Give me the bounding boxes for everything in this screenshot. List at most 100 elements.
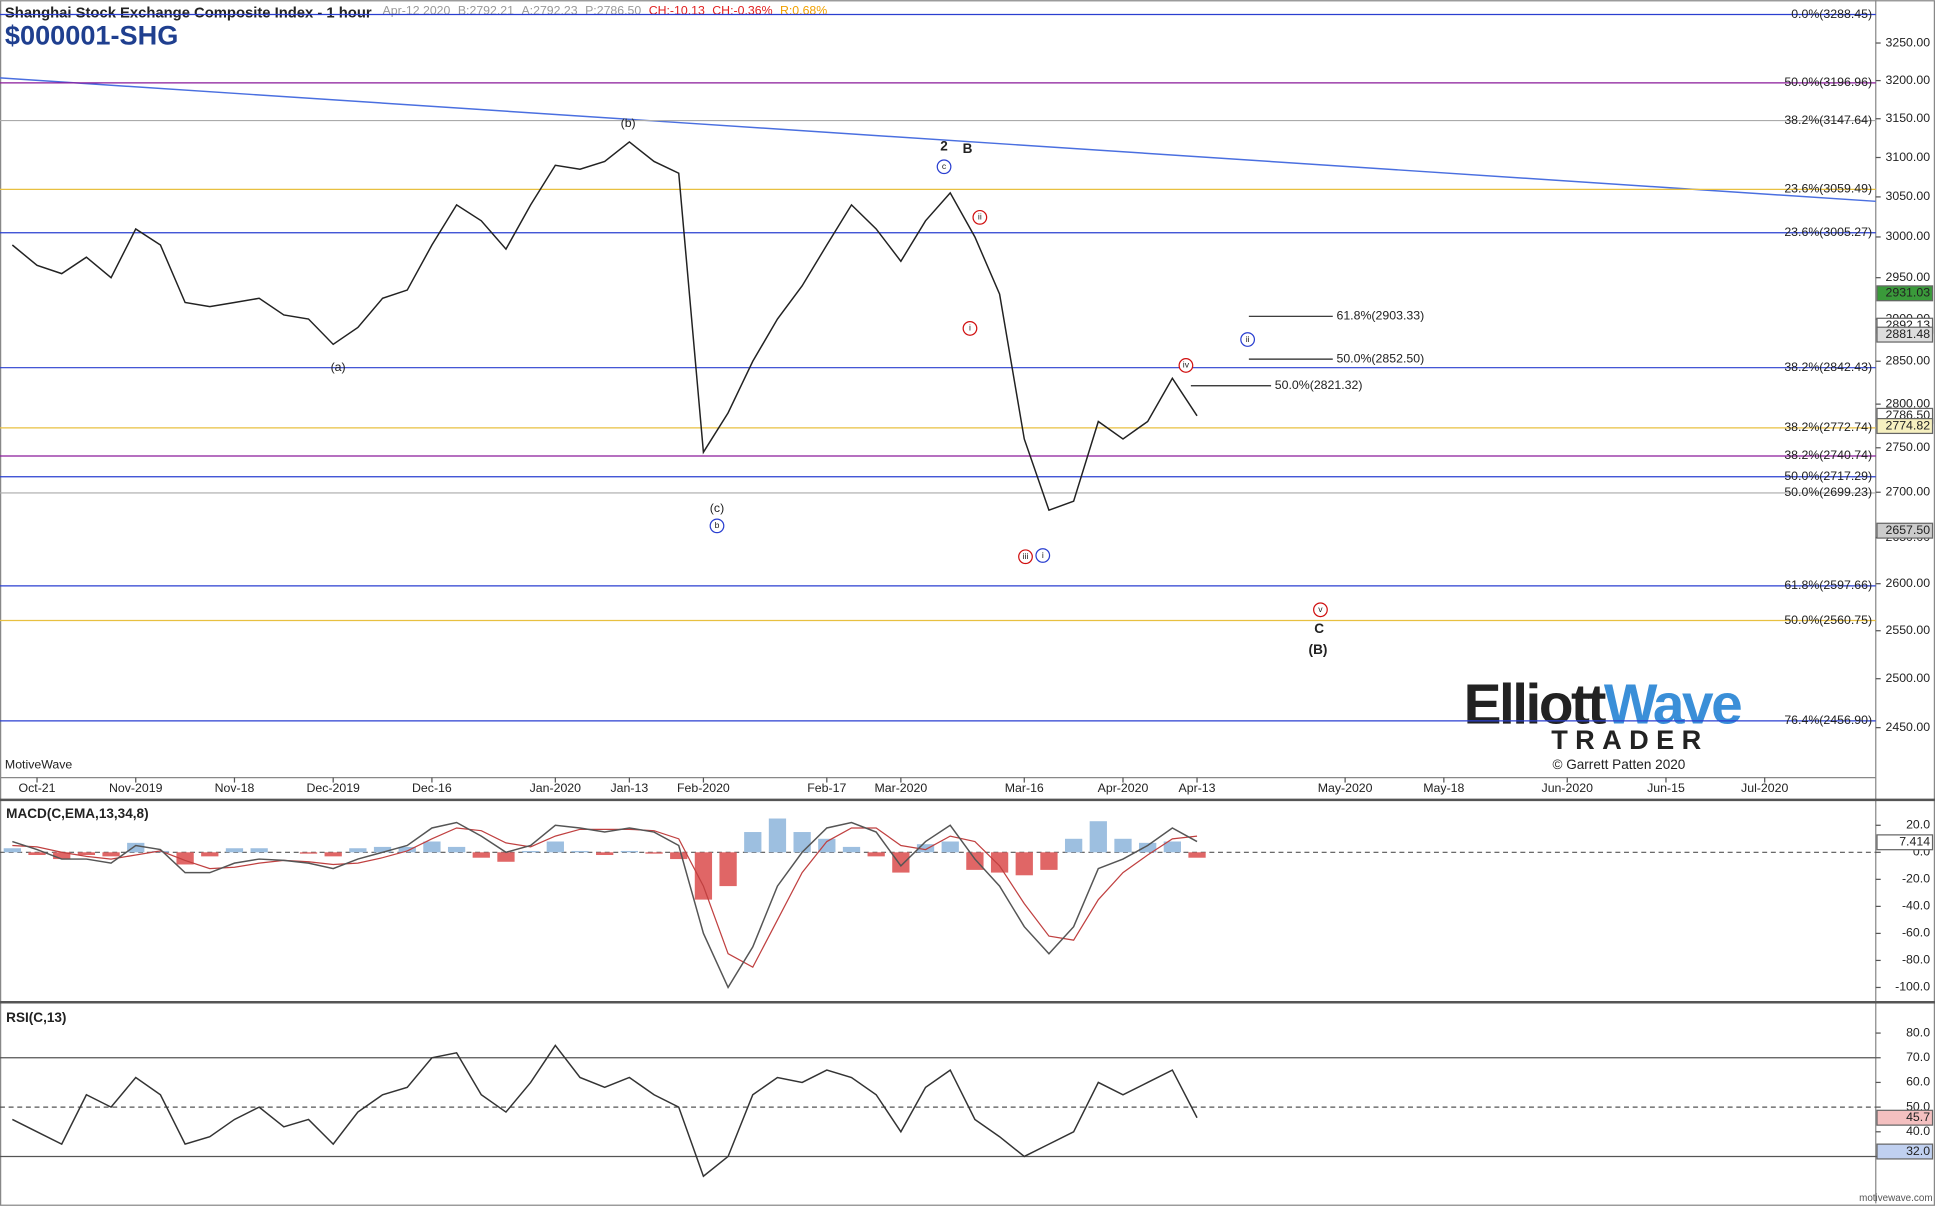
- histogram-bar: [151, 850, 170, 853]
- wave-circle: [1313, 602, 1328, 618]
- series-line: [12, 1044, 1198, 1178]
- histogram-bar: [1015, 852, 1033, 876]
- fib-label: 50.0%(2717.29): [1784, 469, 1872, 483]
- y-tick-label: 2800.00: [1885, 396, 1930, 410]
- price-marker-label: 32.0: [1906, 1144, 1930, 1158]
- price-marker-label: 2931.03: [1885, 286, 1930, 300]
- wave-circle: [936, 159, 952, 175]
- histogram-bar: [694, 852, 713, 900]
- price-marker-label: 2657.50: [1885, 523, 1930, 537]
- x-tick-label: Dec-2019: [306, 781, 360, 795]
- y-tick-label: 2750.00: [1885, 440, 1930, 454]
- fib-label: 76.4%(2456.90): [1784, 713, 1872, 727]
- fib-label: 50.0%(3196.96): [1784, 75, 1872, 89]
- y-tick-label: 3050.00: [1885, 189, 1930, 203]
- y-tick-label: 2950.00: [1885, 270, 1930, 284]
- y-tick-label: -80.0: [1902, 953, 1930, 967]
- wave-circle: [1240, 332, 1256, 347]
- x-tick-label: Jun-2020: [1542, 781, 1594, 795]
- histogram-bar: [1188, 852, 1206, 858]
- logo-word: Wave: [1604, 674, 1741, 737]
- projection-label: 50.0%(2821.32): [1275, 378, 1363, 392]
- chart-title: Shanghai Stock Exchange Composite Index …: [5, 6, 372, 22]
- histogram-bar: [793, 832, 811, 853]
- fib-label: 38.2%(2842.43): [1784, 360, 1872, 374]
- histogram-bar: [571, 850, 589, 853]
- wave-label: (b): [621, 116, 636, 130]
- price-marker-label: 2881.48: [1885, 327, 1930, 341]
- y-tick-label: 3100.00: [1885, 150, 1930, 164]
- y-tick-label: -20.0: [1902, 872, 1930, 886]
- histogram-bar: [497, 852, 515, 862]
- histogram-bar: [1040, 852, 1058, 870]
- histogram-bar: [53, 852, 71, 860]
- y-tick-label: 70.0: [1906, 1050, 1930, 1064]
- histogram-bar: [324, 852, 342, 857]
- x-tick-label: Nov-2019: [109, 781, 163, 795]
- x-tick-label: Nov-18: [215, 781, 255, 795]
- quote-field: CH:-0.36%: [712, 4, 772, 18]
- y-tick-label: 3150.00: [1885, 111, 1930, 125]
- projection-label: 50.0%(2852.50): [1336, 351, 1424, 365]
- wave-label: C: [1314, 621, 1324, 636]
- price-marker: [1876, 1143, 1934, 1160]
- logo-subtitle: TRADER: [1551, 724, 1708, 755]
- y-tick-label: 2700.00: [1885, 485, 1930, 499]
- fib-label: 23.6%(3005.27): [1784, 225, 1872, 239]
- histogram-bar: [645, 852, 663, 854]
- y-tick-label: 40.0: [1906, 1124, 1930, 1138]
- x-tick-label: Apr-2020: [1098, 781, 1149, 795]
- y-tick-label: 2850.00: [1885, 354, 1930, 368]
- x-tick-label: May-18: [1423, 781, 1464, 795]
- x-tick-label: Jan-13: [611, 781, 649, 795]
- y-tick-label: -60.0: [1902, 926, 1930, 940]
- price-marker: [1876, 326, 1934, 343]
- y-tick-label: 20.0: [1906, 818, 1930, 832]
- wave-circle: [1035, 548, 1051, 563]
- fib-label: 50.0%(2560.75): [1784, 613, 1872, 627]
- copyright: © Garrett Patten 2020: [1552, 757, 1685, 772]
- histogram-bar: [916, 844, 935, 853]
- fib-label: 50.0%(2699.23): [1784, 485, 1872, 499]
- wave-label: (B): [1309, 642, 1328, 657]
- y-tick-label: -40.0: [1902, 899, 1930, 913]
- histogram-bar: [744, 832, 762, 853]
- x-tick-label: Feb-17: [807, 781, 846, 795]
- wave-circle: [1018, 549, 1033, 565]
- price-marker: [1876, 1109, 1934, 1126]
- y-tick-label: 80.0: [1906, 1025, 1930, 1039]
- price-marker: [1876, 285, 1934, 302]
- histogram-bar: [28, 852, 46, 856]
- fib-label: 61.8%(2597.66): [1784, 578, 1872, 592]
- x-tick-label: May-2020: [1318, 781, 1373, 795]
- histogram-bar: [423, 841, 441, 853]
- price-marker: [1876, 522, 1934, 539]
- wave-circle: [972, 209, 988, 225]
- x-tick-label: Jan-2020: [530, 781, 582, 795]
- wave-label: ii: [1246, 334, 1250, 344]
- quote-field: R:0.68%: [780, 4, 827, 18]
- wave-label: c: [942, 161, 947, 171]
- quote: Apr-12 2020 B:2792.21 A:2792.23 P:2786.50 CH…: [383, 4, 828, 18]
- histogram-bar: [842, 846, 861, 853]
- logo: ElliottWave: [1464, 674, 1742, 737]
- histogram-bar: [522, 850, 540, 853]
- price-marker: [1876, 417, 1934, 435]
- histogram-bar: [225, 848, 244, 853]
- wave-label: i: [1042, 550, 1044, 560]
- y-tick-label: 3000.00: [1885, 229, 1930, 243]
- histogram-bar: [1114, 838, 1132, 853]
- y-tick-label: 2600.00: [1885, 576, 1930, 590]
- series-line: [12, 821, 1198, 989]
- wave-label: B: [963, 141, 973, 156]
- y-tick-label: -100.0: [1895, 980, 1930, 994]
- x-tick-label: Jul-2020: [1741, 781, 1788, 795]
- symbol: $000001-SHG: [5, 19, 178, 50]
- histogram-bar: [472, 852, 490, 858]
- series-line: [11, 141, 1198, 512]
- quote-field: CH:-10.13: [649, 4, 705, 18]
- wave-circle: [1178, 358, 1194, 373]
- x-tick-label: Feb-2020: [677, 781, 730, 795]
- footer: motivewave.com: [1859, 1193, 1932, 1204]
